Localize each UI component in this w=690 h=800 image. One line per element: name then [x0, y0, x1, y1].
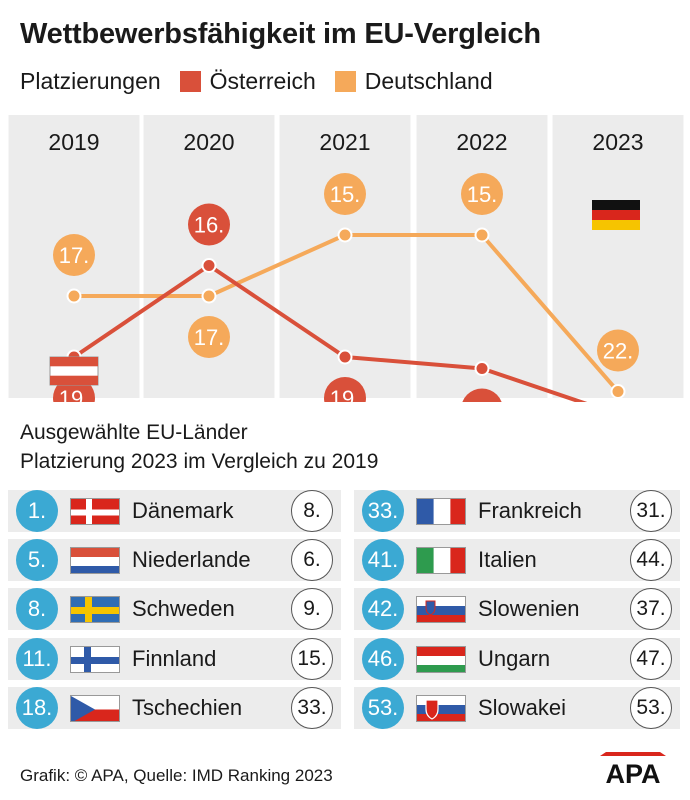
legend-label: Platzierungen: [20, 68, 161, 94]
slovenia-flag-icon: [416, 596, 466, 623]
rank-2019-badge: 37.: [630, 588, 672, 630]
rank-2023-badge: 18.: [16, 687, 58, 729]
austria-point-2022: [474, 361, 490, 376]
country-name: Finnland: [132, 646, 217, 671]
x-tick-label: 2019: [48, 129, 99, 155]
rank-2023-badge: 46.: [362, 638, 404, 680]
country-row: 11. Finnland 15.: [8, 638, 341, 680]
rank-2023-badge: 53.: [362, 687, 404, 729]
austria-point-2021: [337, 349, 353, 365]
germany-point-2023: [610, 384, 626, 399]
country-name: Slowenien: [478, 596, 580, 621]
rank-2019-badge: 15.: [291, 638, 333, 680]
rank-2023-badge: 5.: [16, 539, 58, 581]
rank-2019-badge: 53.: [630, 687, 672, 729]
legend-swatch-austria: [179, 71, 201, 92]
rank-2019-badge: 9.: [291, 588, 333, 630]
rank-2023-badge: 11.: [16, 638, 58, 680]
rank-2019-badge: 47.: [630, 638, 672, 680]
germany-data-label-2022: 15.: [467, 182, 498, 207]
germany-point-2019: [66, 288, 82, 304]
finland-flag-icon: [70, 646, 120, 673]
country-row: 8. Schweden 9.: [8, 588, 341, 630]
germany-point-2020: [201, 288, 217, 304]
germany-label-badge-2019: [53, 234, 95, 276]
country-name: Ungarn: [478, 646, 551, 671]
country-name: Schweden: [132, 596, 235, 621]
x-tick-label: 2023: [592, 129, 643, 155]
x-tick-label: 2022: [456, 129, 507, 155]
denmark-flag-icon: [70, 498, 120, 525]
country-name: Niederlande: [132, 547, 251, 572]
germany-label-badge-2021: [324, 173, 366, 215]
hungary-flag-icon: [416, 646, 466, 673]
legend-entry-austria: Österreich: [209, 68, 316, 94]
austria-data-label-2019: 19.: [59, 386, 90, 402]
austria-data-label-2020: 16.: [194, 213, 225, 238]
germany-data-label-2019: 17.: [59, 243, 90, 268]
rank-2019-badge: 33.: [291, 687, 333, 729]
rank-2019-badge: 8.: [291, 490, 333, 532]
germany-point-2021: [337, 227, 353, 243]
rank-2023-badge: 33.: [362, 490, 404, 532]
country-row: 33. Frankreich 31.: [354, 490, 680, 532]
italy-flag-icon: [416, 547, 466, 574]
rank-2023-badge: 42.: [362, 588, 404, 630]
rank-2023-badge: 1.: [16, 490, 58, 532]
x-tick-label: 2020: [183, 129, 234, 155]
austria-data-label-2021: 19.: [330, 386, 361, 402]
germany-data-label-2020: 17.: [194, 325, 225, 350]
slovakia-flag-icon: [416, 695, 466, 722]
chart-title: Wettbewerbsfähigkeit im EU-Vergleich: [20, 18, 541, 50]
x-tick-label: 2021: [319, 129, 370, 155]
source-credit: Grafik: © APA, Quelle: IMD Ranking 2023: [20, 766, 333, 785]
country-row: 42. Slowenien 37.: [354, 588, 680, 630]
germany-point-2022: [474, 227, 490, 243]
germany-label-badge-2023: [597, 329, 639, 372]
rank-2023-badge: 8.: [16, 588, 58, 630]
austria-flag-icon: [49, 356, 99, 386]
austria-label-badge-2022: [462, 388, 502, 402]
legend: Platzierungen Österreich Deutschland: [20, 68, 493, 95]
country-name: Tschechien: [132, 695, 243, 720]
germany-label-badge-2020: [188, 316, 230, 358]
austria-label-badge-2020: [188, 203, 230, 246]
rank-2019-badge: 6.: [291, 539, 333, 581]
legend-swatch-germany: [334, 71, 356, 92]
austria-data-label-2022: 20.: [467, 398, 498, 403]
ranking-line-chart: 2019 2020 2021 2022 2023 17. 17. 15. 15. 22. 19. 1…: [8, 115, 684, 403]
legend-entry-germany: Deutschland: [364, 68, 493, 94]
rank-2019-badge: 44.: [630, 539, 672, 581]
country-name: Italien: [478, 547, 537, 572]
table-subtitle: Ausgewählte EU-Länder Platzierung 2023 i…: [20, 418, 378, 476]
austria-label-badge-2021: [324, 377, 366, 402]
germany-data-label-2021: 15.: [330, 182, 361, 207]
rank-2023-badge: 41.: [362, 539, 404, 581]
table-subtitle-line1: Ausgewählte EU-Länder: [20, 421, 248, 444]
rank-2019-badge: 31.: [630, 490, 672, 532]
svg-text:APA: APA: [605, 759, 660, 786]
country-name: Frankreich: [478, 498, 582, 523]
country-row: 46. Ungarn 47.: [354, 638, 680, 680]
france-flag-icon: [416, 498, 466, 525]
germany-label-badge-2022: [461, 173, 503, 215]
country-row: 41. Italien 44.: [354, 539, 680, 581]
germany-flag-icon: [592, 200, 640, 230]
country-row: 5. Niederlande 6.: [8, 539, 341, 581]
country-row: 18. Tschechien 33.: [8, 687, 341, 729]
country-name: Dänemark: [132, 498, 234, 523]
czechia-flag-icon: [70, 695, 120, 722]
apa-logo: APA: [600, 752, 666, 786]
country-row: 53. Slowakei 53.: [354, 687, 680, 729]
country-name: Slowakei: [478, 695, 567, 720]
austria-point-2020: [201, 258, 217, 273]
sweden-flag-icon: [70, 596, 120, 623]
country-row: 1. Dänemark 8.: [8, 490, 341, 532]
netherlands-flag-icon: [70, 547, 120, 574]
germany-data-label-2023: 22.: [603, 339, 634, 364]
year-panel-2022: 2022: [416, 115, 548, 398]
table-subtitle-line2: Platzierung 2023 im Vergleich zu 2019: [20, 450, 379, 473]
